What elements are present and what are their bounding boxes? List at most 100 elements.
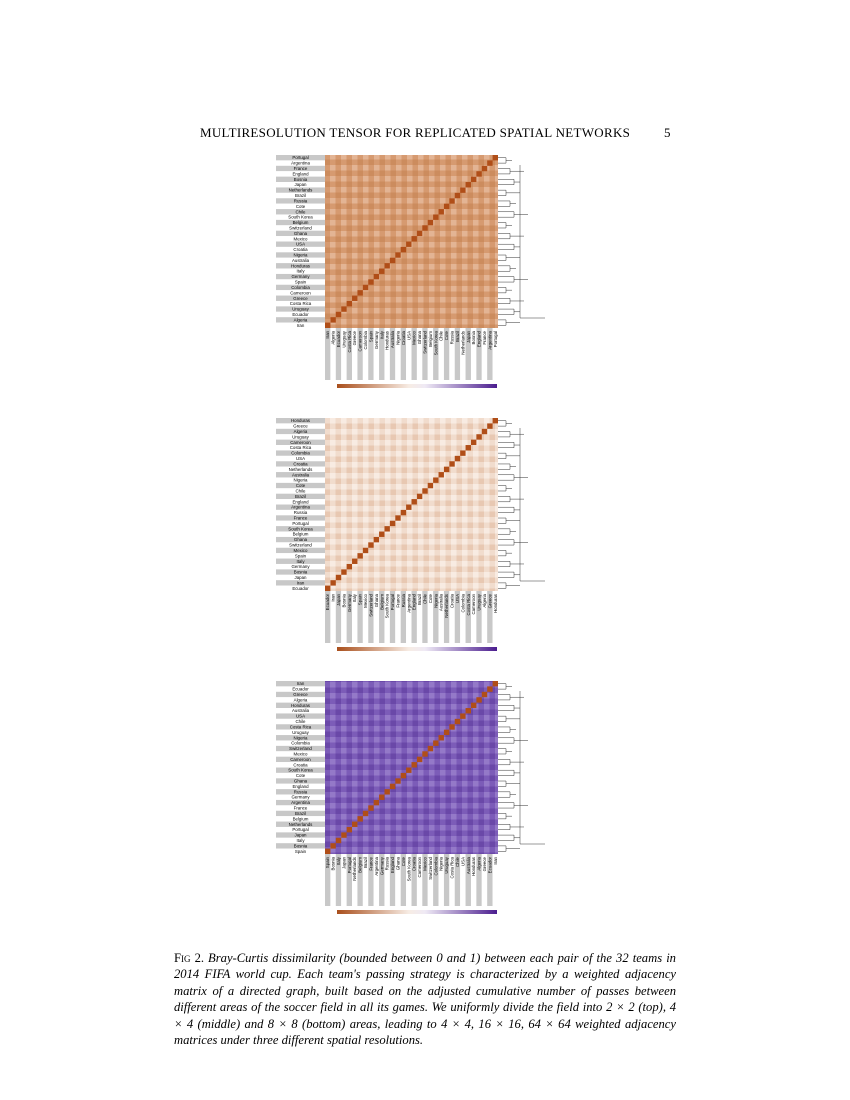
row-label-bg [276,547,325,554]
col-label-bg [379,328,385,380]
row-label-bg [276,708,325,714]
row-label-bg [276,504,325,510]
diagonal-cell [454,192,461,199]
col-label: Australia [466,856,471,874]
row-label: Ecuador [292,687,309,692]
col-label-bg [481,591,488,643]
row-label-bg [276,450,325,456]
col-label-bg [465,328,471,380]
col-label-bg [454,328,461,380]
row-label: Greece [293,424,308,429]
col-label: Germany [347,593,352,612]
col-label-bg [476,591,482,643]
row-label-bg [276,585,325,591]
col-label: Cameroon [417,856,422,877]
diagonal-cell [476,434,482,440]
diagonal-cell [352,295,358,301]
col-label-bg [335,854,342,906]
diagonal-cell [395,252,401,258]
col-label-bg [454,591,461,643]
col-label-bg [427,854,434,906]
row-label-bg [276,778,325,784]
col-label-bg [341,328,347,380]
row-label: Cameroon [290,440,311,445]
diagonal-cell [362,547,369,554]
col-label: Belgium [428,331,433,347]
row-label-bg [276,729,325,736]
col-label: Italy [352,593,357,602]
row-label: France [294,516,308,521]
col-label-bg [422,328,428,380]
diagonal-cell [352,558,358,564]
row-label: England [292,499,309,504]
row-label-bg [276,192,325,199]
dendrogram [498,420,545,589]
row-label: Switzerland [289,225,312,230]
row-label-bg [276,461,325,467]
diagonal-cell [341,832,347,838]
diagonal-cell [427,482,434,489]
diagonal-cell [335,574,342,581]
diagonal-cell [427,745,434,752]
col-label-bg [325,328,331,380]
row-label-bg [276,165,325,172]
col-label-bg [449,591,455,643]
row-label: Belgium [293,220,309,225]
row-label-bg [276,295,325,301]
col-label: Australia [390,330,395,348]
row-label-bg [276,187,325,193]
row-label-bg [276,574,325,581]
col-label: Cote [401,856,406,866]
col-label-bg [395,854,401,906]
row-label: Colombia [291,285,310,290]
row-label: Croatia [293,247,308,252]
row-label-bg [276,686,325,692]
col-label-bg [427,328,434,380]
row-label-bg [276,290,325,296]
row-label: USA [296,456,305,461]
row-label: Brazil [295,494,306,499]
diagonal-cell [379,794,385,800]
diagonal-cell [470,439,477,446]
col-label: Iran [493,856,498,864]
row-label: Switzerland [289,746,312,751]
col-label: Netherlands [444,593,449,617]
row-label: Japan [295,182,308,187]
col-label: Mexico [423,856,428,870]
col-label: Germany [379,856,384,875]
row-label-bg [276,756,325,763]
row-label: Italy [296,559,305,564]
row-label-bg [276,472,325,478]
diagonal-cell [492,155,498,161]
page-number: 5 [664,125,671,140]
row-label-bg [276,810,325,817]
col-label: Chile [439,330,444,341]
row-label: Costa Rica [290,724,312,729]
col-label: Costa Rica [466,593,471,615]
col-label-bg [330,854,336,906]
diagonal-cell [400,772,407,779]
col-label: Chile [423,593,428,604]
diagonal-cell [341,569,347,575]
col-label-bg [443,854,450,906]
diagonal-cell [427,219,434,226]
col-label-bg [476,328,482,380]
diagonal-cell [373,536,380,543]
col-label: Argentina [487,330,492,349]
col-label-bg [443,328,450,380]
col-label-bg [352,591,358,643]
row-label-bg [276,580,325,586]
col-label-bg [335,328,342,380]
row-label: USA [296,714,305,719]
diagonal-cell [406,767,412,773]
row-label-bg [276,322,325,328]
dendrogram [498,157,545,326]
col-label: Colombia [460,593,465,612]
col-label-bg [438,328,444,380]
row-label-bg [276,724,325,730]
row-label: Belgium [293,816,309,821]
row-label-bg [276,509,325,516]
col-label: Bosnia [341,593,346,607]
col-label: Ghana [374,593,379,607]
row-label-bg [276,536,325,543]
